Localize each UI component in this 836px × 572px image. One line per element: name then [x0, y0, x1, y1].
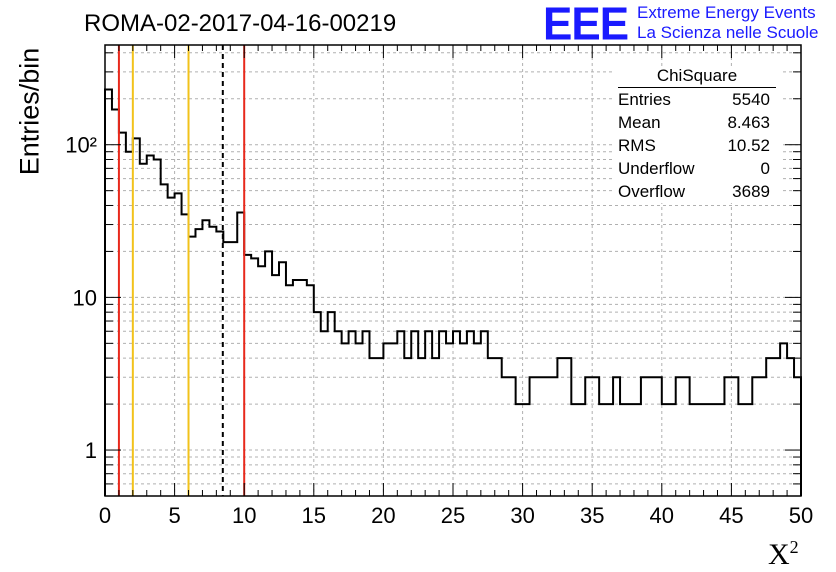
x-tick-label: 40: [650, 503, 674, 528]
stats-value: 8.463: [727, 113, 770, 132]
x-axis-label-base: X: [768, 538, 790, 571]
stats-value: 10.52: [727, 136, 770, 155]
stats-label: Mean: [618, 113, 661, 132]
stats-label: Entries: [618, 90, 671, 109]
x-tick-label: 25: [441, 503, 465, 528]
y-axis-label: Entries/bin: [14, 47, 45, 176]
x-tick-label: 50: [789, 503, 813, 528]
y-tick-label: 10²: [65, 133, 97, 158]
x-tick-label: 0: [99, 503, 111, 528]
eee-logo-line2: La Scienza nelle Scuole: [637, 23, 819, 42]
stats-value: 3689: [732, 182, 770, 201]
stats-value: 0: [760, 159, 770, 178]
eee-logo-line1: Extreme Energy Events: [637, 3, 816, 22]
stats-title: ChiSquare: [618, 66, 776, 88]
x-tick-label: 15: [302, 503, 326, 528]
stats-row-rms: RMS 10.52: [612, 134, 782, 157]
y-tick-label: 1: [85, 438, 97, 463]
x-axis-label: X2: [768, 537, 799, 572]
x-axis-label-sup: 2: [789, 537, 799, 557]
stats-row-underflow: Underflow 0: [612, 157, 782, 180]
y-tick-label: 10: [73, 285, 97, 310]
x-tick-label: 30: [510, 503, 534, 528]
x-tick-label: 20: [371, 503, 395, 528]
x-tick-label: 35: [580, 503, 604, 528]
stats-row-mean: Mean 8.463: [612, 111, 782, 134]
stats-label: RMS: [618, 136, 656, 155]
x-tick-label: 5: [168, 503, 180, 528]
stats-row-entries: Entries 5540: [612, 88, 782, 111]
stats-box: ChiSquare Entries 5540 Mean 8.463 RMS 10…: [612, 66, 782, 203]
stats-value: 5540: [732, 90, 770, 109]
x-tick-label: 10: [232, 503, 256, 528]
x-tick-label: 45: [719, 503, 743, 528]
eee-logo: EEE: [543, 0, 629, 51]
stats-row-overflow: Overflow 3689: [612, 180, 782, 203]
stats-label: Overflow: [618, 182, 686, 201]
chart-title: ROMA-02-2017-04-16-00219: [84, 10, 397, 37]
histogram-series: [104, 88, 802, 496]
stats-label: Underflow: [618, 159, 695, 178]
